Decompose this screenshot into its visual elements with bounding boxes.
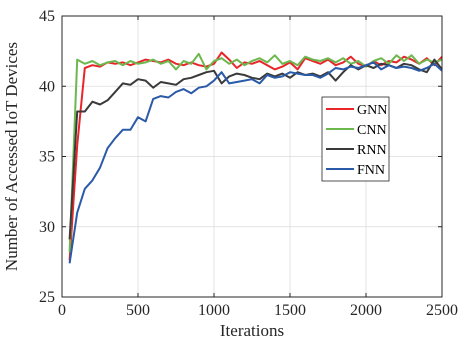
x-tick-label: 1000 [198, 302, 230, 319]
y-tick-label: 40 [39, 78, 55, 95]
y-tick-labels: 25 30 35 40 45 [39, 8, 55, 306]
axis-ticks [61, 15, 443, 298]
y-axis-title: Number of Accessed IoT Devices [2, 42, 21, 271]
x-axis-title: Iterations [220, 321, 284, 340]
series-lines [68, 51, 443, 264]
series-line-rnn [68, 58, 443, 240]
legend-label-gnn: GNN [357, 103, 387, 118]
y-tick-label: 30 [39, 219, 55, 236]
y-tick-label: 45 [39, 8, 55, 25]
legend-label-cnn: CNN [357, 123, 387, 138]
x-tick-labels: 0 500 1000 1500 2000 2500 [58, 302, 458, 319]
legend-label-fnn: FNN [357, 163, 385, 178]
x-tick-label: 0 [58, 302, 66, 319]
x-tick-label: 2000 [350, 302, 382, 319]
series-line-cnn [68, 52, 443, 253]
legend-label-rnn: RNN [357, 143, 387, 158]
x-tick-label: 2500 [426, 302, 458, 319]
series-line-fnn [68, 61, 443, 264]
y-tick-label: 35 [39, 149, 55, 166]
x-tick-label: 1500 [274, 302, 306, 319]
y-tick-label: 25 [39, 289, 55, 306]
legend-box [321, 96, 390, 182]
x-tick-label: 500 [126, 302, 150, 319]
legend: GNN CNN RNN FNN [321, 96, 390, 182]
